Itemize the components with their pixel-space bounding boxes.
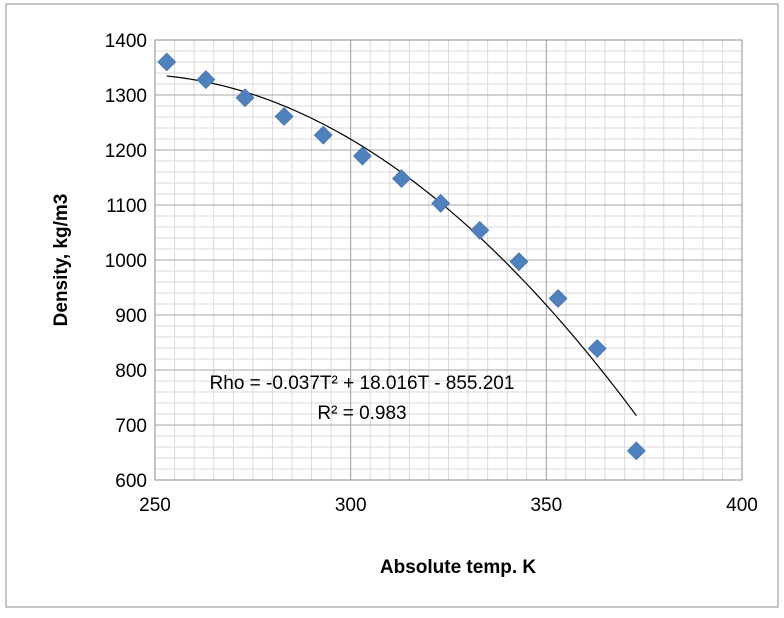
x-tick-label: 300	[335, 495, 367, 516]
data-point	[470, 220, 490, 240]
data-point	[431, 193, 451, 213]
x-axis-label: Absolute temp. K	[380, 557, 537, 578]
data-point	[235, 88, 255, 108]
data-point	[157, 52, 177, 72]
y-tick-label: 900	[115, 306, 147, 327]
tick-labels: 250 300 350 400 600 700 800 900 1000 1100 1200 1300…	[105, 31, 758, 516]
x-tick-label: 350	[530, 495, 562, 516]
y-tick-label: 1200	[105, 141, 147, 162]
data-point	[196, 70, 216, 90]
y-axis-label: Density, kg/m3	[51, 194, 72, 327]
y-tick-label: 1100	[106, 196, 147, 217]
chart-border	[5, 3, 779, 608]
y-tick-label: 600	[115, 471, 147, 492]
data-point	[509, 252, 529, 272]
data-point	[587, 339, 607, 358]
data-point	[626, 441, 646, 461]
r-squared-label: R² = 0.983	[317, 403, 406, 424]
y-tick-label: 1000	[105, 251, 147, 272]
x-tick-label: 400	[726, 495, 758, 516]
data-point	[274, 107, 294, 126]
y-tick-label: 700	[115, 416, 147, 437]
y-tick-label: 1300	[105, 86, 147, 107]
plot-area-frame	[154, 39, 743, 481]
data-point	[313, 125, 333, 145]
y-tick-label: 1400	[105, 31, 147, 52]
data-point	[352, 146, 372, 166]
y-tick-label: 800	[115, 361, 147, 382]
data-points	[157, 52, 646, 461]
x-tick-label: 250	[139, 495, 171, 516]
data-point	[392, 169, 411, 189]
data-point	[548, 289, 568, 308]
trendline-equation: Rho = -0.037T² + 18.016T - 855.201	[210, 373, 515, 394]
